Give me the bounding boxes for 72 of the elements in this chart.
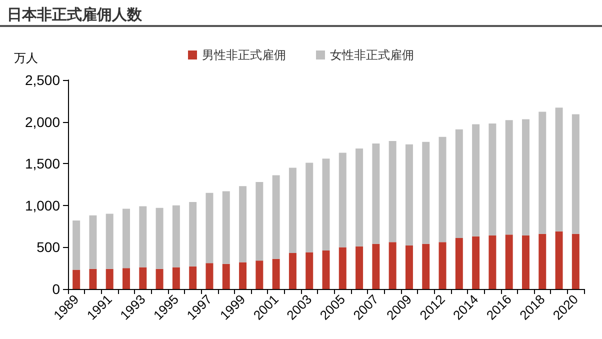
bar <box>206 263 214 289</box>
bar <box>222 264 230 289</box>
bar <box>272 175 280 259</box>
bar <box>89 215 97 269</box>
bar <box>422 142 430 244</box>
bar <box>538 112 546 234</box>
bar <box>405 246 413 289</box>
legend-label: 男性非正式雇佣 <box>202 48 286 62</box>
bar <box>106 214 114 269</box>
bar <box>422 244 430 289</box>
bar <box>139 206 147 268</box>
bar <box>438 242 446 289</box>
bar <box>438 136 446 242</box>
bar <box>388 242 396 289</box>
bar <box>122 208 130 268</box>
bar <box>172 205 180 268</box>
bar <box>72 220 80 270</box>
bar <box>505 120 513 235</box>
bar <box>172 267 180 289</box>
bar <box>106 268 114 289</box>
bar <box>356 148 364 246</box>
bar <box>189 266 197 289</box>
y-tick-label: 1,500 <box>24 156 60 172</box>
bar <box>538 234 546 289</box>
chart-title: 日本非正式雇佣人数 <box>7 6 143 24</box>
bar <box>239 262 247 289</box>
bar <box>89 268 97 289</box>
bar <box>522 119 530 236</box>
bar <box>72 270 80 289</box>
bar <box>405 144 413 246</box>
bar <box>306 162 314 252</box>
bar <box>472 236 480 289</box>
bar <box>372 144 380 244</box>
bar <box>139 267 147 289</box>
bar <box>256 182 264 261</box>
bar <box>555 231 563 289</box>
bar <box>256 260 264 289</box>
bar <box>338 152 346 248</box>
bar <box>189 202 197 266</box>
bar <box>488 123 496 236</box>
bar <box>272 258 280 289</box>
bar <box>122 268 130 289</box>
bar <box>338 247 346 289</box>
bar <box>555 108 563 232</box>
y-tick-label: 0 <box>52 281 60 297</box>
bar <box>372 244 380 289</box>
bar <box>156 208 164 269</box>
bar <box>288 168 296 254</box>
bar <box>306 252 314 289</box>
y-tick-label: 2,500 <box>24 72 60 88</box>
bar <box>288 253 296 289</box>
bar <box>239 186 247 262</box>
y-tick-label: 1,000 <box>24 197 60 214</box>
bar <box>356 246 364 289</box>
bar <box>322 158 330 251</box>
y-axis-title: 万人 <box>14 51 38 65</box>
bar <box>488 235 496 289</box>
bar <box>572 234 580 289</box>
bar <box>206 192 214 264</box>
bar <box>322 250 330 289</box>
bar <box>222 191 230 264</box>
bar <box>472 124 480 236</box>
bar <box>455 129 463 238</box>
y-tick-label: 500 <box>36 239 60 256</box>
bar <box>388 141 396 242</box>
legend-label: 女性非正式雇佣 <box>330 48 414 62</box>
bar <box>522 235 530 289</box>
bar <box>505 234 513 289</box>
bar <box>455 238 463 289</box>
y-tick-label: 2,000 <box>24 114 60 130</box>
bar <box>156 268 164 289</box>
bar <box>572 114 580 234</box>
